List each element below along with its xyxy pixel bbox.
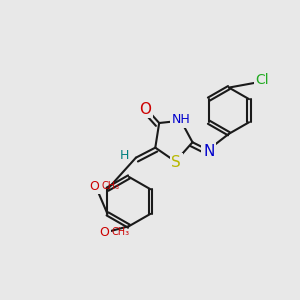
Text: H: H bbox=[120, 149, 129, 162]
Text: Cl: Cl bbox=[255, 73, 269, 87]
Text: N: N bbox=[203, 144, 214, 159]
Text: O: O bbox=[99, 226, 109, 239]
Text: O: O bbox=[139, 102, 151, 117]
Text: S: S bbox=[171, 155, 181, 170]
Text: CH₃: CH₃ bbox=[102, 181, 120, 191]
Text: O: O bbox=[89, 180, 99, 193]
Text: CH₃: CH₃ bbox=[112, 227, 130, 237]
Text: NH: NH bbox=[172, 113, 190, 126]
